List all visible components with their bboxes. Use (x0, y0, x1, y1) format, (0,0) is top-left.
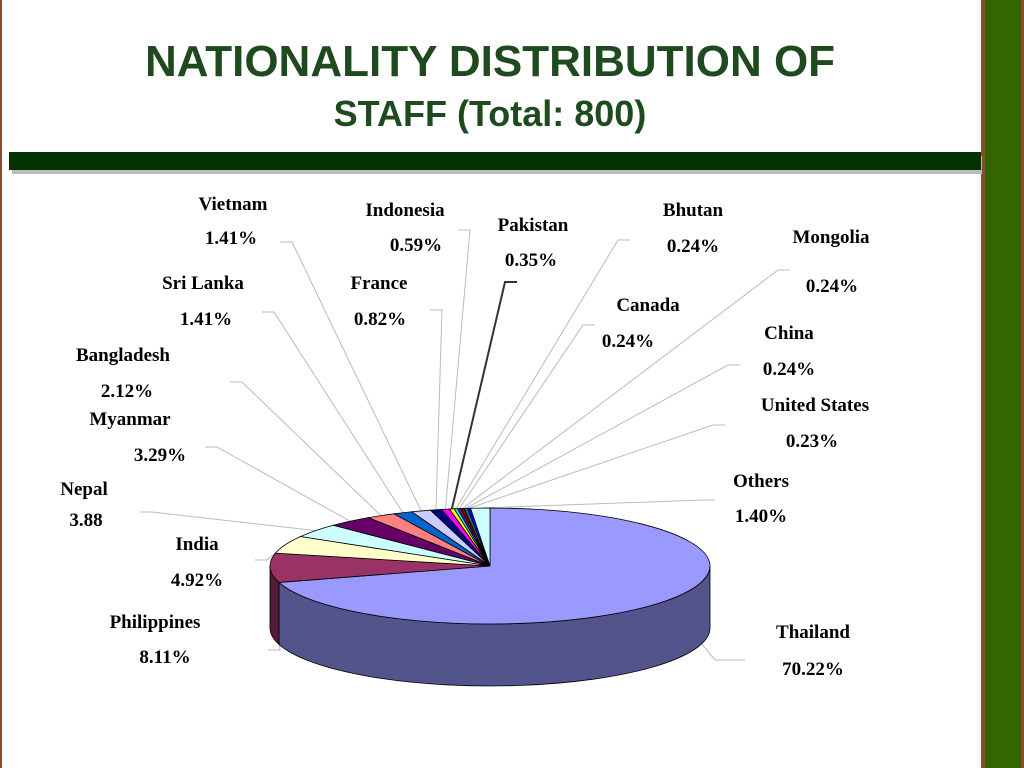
value-label: 1.41% (205, 228, 257, 249)
slice-label: Others (733, 471, 789, 492)
leader-line (430, 309, 443, 510)
slice-label: India (175, 534, 219, 555)
value-label: 1.41% (180, 309, 232, 330)
slice-label: Pakistan (498, 215, 569, 236)
leader-line (205, 446, 351, 522)
slice-label: Canada (616, 295, 680, 316)
value-label: 3.88 (69, 510, 102, 531)
slice-label: Sri Lanka (162, 273, 244, 294)
value-label: 0.24% (602, 331, 654, 352)
value-label: 70.22% (782, 659, 844, 680)
value-label: 3.29% (134, 445, 186, 466)
slice-label: Philippines (110, 612, 201, 633)
slice-label: China (764, 323, 814, 344)
value-label: 0.23% (786, 431, 838, 452)
value-label: 0.24% (806, 276, 858, 297)
leader-line (140, 511, 316, 532)
value-label: 0.24% (667, 236, 719, 257)
leader-line (444, 229, 471, 510)
chart-title: STAFF (Total: 800) (334, 93, 647, 134)
slice-label: France (351, 273, 408, 294)
slice-label: Indonesia (365, 200, 445, 221)
value-label: 4.92% (171, 570, 223, 591)
value-label: 0.35% (505, 250, 557, 271)
header-bar (9, 152, 981, 170)
value-label: 2.12% (101, 381, 153, 402)
slice-label: Nepal (60, 479, 108, 500)
slice-label: Vietnam (199, 194, 268, 215)
leader-line (455, 239, 630, 509)
leader-line (462, 269, 790, 509)
leader-line (480, 499, 715, 509)
pie-slice (278, 507, 711, 625)
leader-line (458, 324, 595, 509)
leader-line (465, 364, 740, 509)
leader-line (280, 241, 422, 512)
slice-label: Mongolia (792, 227, 870, 248)
pie-slice (470, 507, 491, 567)
value-label: 0.24% (763, 359, 815, 380)
leader-line (262, 311, 404, 514)
slice-label: Thailand (776, 622, 850, 643)
value-label: 0.82% (354, 309, 406, 330)
slice-label: United States (761, 395, 869, 416)
leader-line (450, 281, 517, 510)
value-label: 1.40% (735, 506, 787, 527)
slice-label: Bangladesh (76, 345, 170, 366)
pie-slice (269, 552, 491, 583)
leader-line (468, 424, 725, 509)
value-label: 0.59% (390, 235, 442, 256)
leader-line (230, 381, 382, 516)
slice-label: Myanmar (89, 409, 171, 430)
value-label: 8.11% (139, 647, 190, 668)
slice-label: Bhutan (663, 200, 724, 221)
side-stripe (985, 0, 1021, 768)
chart-title: NATIONALITY DISTRIBUTION OF (145, 37, 835, 86)
